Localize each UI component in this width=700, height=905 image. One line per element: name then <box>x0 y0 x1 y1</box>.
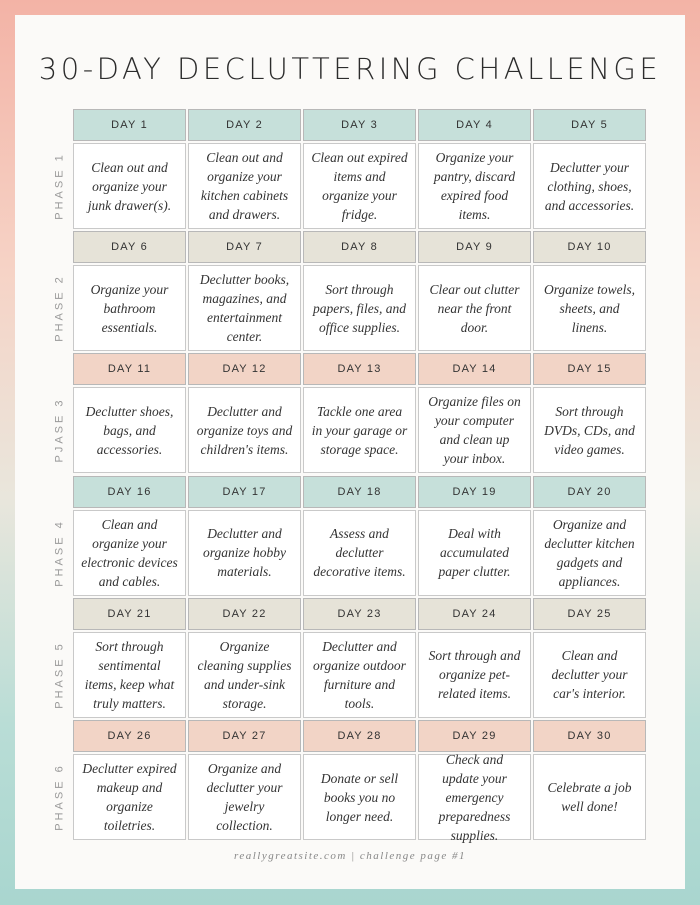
task-cell: Organize towels, sheets, and linens. <box>533 265 646 352</box>
day-header: DAY 30 <box>533 720 646 752</box>
day-header: DAY 17 <box>188 475 301 508</box>
day-header: DAY 4 <box>418 109 531 141</box>
task-cell: Clean and declutter your car's interior. <box>533 631 646 718</box>
day-header: DAY 14 <box>418 353 531 386</box>
task-cell: Deal with accumulated paper clutter. <box>418 509 531 596</box>
day-header: DAY 9 <box>418 231 531 264</box>
phase-label-text: PJASE 3 <box>54 397 66 463</box>
day-header: DAY 26 <box>73 720 186 752</box>
task-cell: Declutter your clothing, shoes, and acce… <box>533 143 646 229</box>
task-cell: Declutter shoes, bags, and accessories. <box>73 387 186 474</box>
task-cell: Declutter expired makeup and organize to… <box>73 754 186 840</box>
phase-label-text: PHASE 6 <box>54 763 66 831</box>
day-header: DAY 11 <box>73 353 186 386</box>
day-header: DAY 3 <box>303 109 416 141</box>
day-header: DAY 1 <box>73 109 186 141</box>
task-cell: Declutter and organize hobby materials. <box>188 509 301 596</box>
day-header: DAY 29 <box>418 720 531 752</box>
task-cell: Organize and declutter kitchen gadgets a… <box>533 509 646 596</box>
task-cell: Sort through DVDs, CDs, and video games. <box>533 387 646 474</box>
task-cell: Organize cleaning supplies and under-sin… <box>188 631 301 718</box>
day-header: DAY 16 <box>73 475 186 508</box>
phase-label-text: PHASE 1 <box>54 152 66 220</box>
task-cell: Organize files on your computer and clea… <box>418 387 531 474</box>
phase-grid: DAY 1 DAY 2 DAY 3 DAY 4 DAY 5 Clean out and o… <box>73 109 646 229</box>
task-cell: Declutter books, magazines, and entertai… <box>188 265 301 352</box>
task-cell: Sort through papers, files, and office s… <box>303 265 416 352</box>
phase-label-text: PHASE 4 <box>54 518 66 587</box>
task-cell: Clean out and organize your junk drawer(… <box>73 143 186 229</box>
day-header: DAY 22 <box>188 597 301 630</box>
phase-grid: DAY 26 DAY 27 DAY 28 DAY 29 DAY 30 Declutter … <box>73 720 646 843</box>
task-cell: Organize your bathroom essentials. <box>73 265 186 352</box>
task-cell: Sort through sentimental items, keep wha… <box>73 631 186 718</box>
day-header: DAY 15 <box>533 353 646 386</box>
day-header: DAY 28 <box>303 720 416 752</box>
footer: reallygreatsite.com | challenge page #1 <box>233 850 467 862</box>
phase-label-text: PHASE 5 <box>54 641 66 709</box>
day-header: DAY 25 <box>533 597 646 630</box>
task-cell: Tackle one area in your garage or storag… <box>303 387 416 474</box>
day-header: DAY 20 <box>533 475 646 508</box>
day-header: DAY 13 <box>303 353 416 386</box>
day-header: DAY 23 <box>303 597 416 630</box>
day-header: DAY 21 <box>73 597 186 630</box>
phase-grid: DAY 6 DAY 7 DAY 8 DAY 9 DAY 10 Organize your … <box>73 231 646 352</box>
day-header: DAY 12 <box>188 353 301 386</box>
day-header: DAY 19 <box>418 475 531 508</box>
phase-grid: DAY 21 DAY 22 DAY 23 DAY 24 DAY 25 Sort throu… <box>73 597 646 718</box>
day-header: DAY 6 <box>73 231 186 264</box>
task-cell: Clear out clutter near the front door. <box>418 265 531 352</box>
task-cell: Clean out expired items and organize you… <box>303 143 416 229</box>
task-cell: Assess and declutter decorative items. <box>303 509 416 596</box>
task-cell: Sort through and organize pet-related it… <box>418 631 531 718</box>
day-header: DAY 18 <box>303 475 416 508</box>
day-header: DAY 7 <box>188 231 301 264</box>
day-header: DAY 10 <box>533 231 646 264</box>
task-cell: Check and update your emergency prepared… <box>418 752 531 843</box>
day-header: DAY 2 <box>188 109 301 141</box>
day-header: DAY 27 <box>188 720 301 752</box>
task-cell: Declutter and organize toys and children… <box>188 387 301 474</box>
task-cell: Organize your pantry, discard expired fo… <box>418 143 531 229</box>
phase-grid: DAY 16 DAY 17 DAY 18 DAY 19 DAY 20 Clean and … <box>73 475 646 596</box>
task-cell: Clean out and organize your kitchen cabi… <box>188 143 301 229</box>
task-cell: Organize and declutter your jewelry coll… <box>188 754 301 840</box>
day-header: DAY 24 <box>418 597 531 630</box>
day-header: DAY 8 <box>303 231 416 264</box>
day-header: DAY 5 <box>533 109 646 141</box>
task-cell: Celebrate a job well done! <box>533 754 646 840</box>
phase-grid: DAY 11 DAY 12 DAY 13 DAY 14 DAY 15 Declutter … <box>73 353 646 474</box>
task-cell: Declutter and organize outdoor furniture… <box>303 631 416 718</box>
task-cell: Donate or sell books you no longer need. <box>303 754 416 840</box>
task-cell: Clean and organize your electronic devic… <box>73 509 186 596</box>
page-title: 30-DAY DECLUTTERING CHALLENGE <box>38 52 662 86</box>
phase-label-text: PHASE 2 <box>54 274 66 342</box>
